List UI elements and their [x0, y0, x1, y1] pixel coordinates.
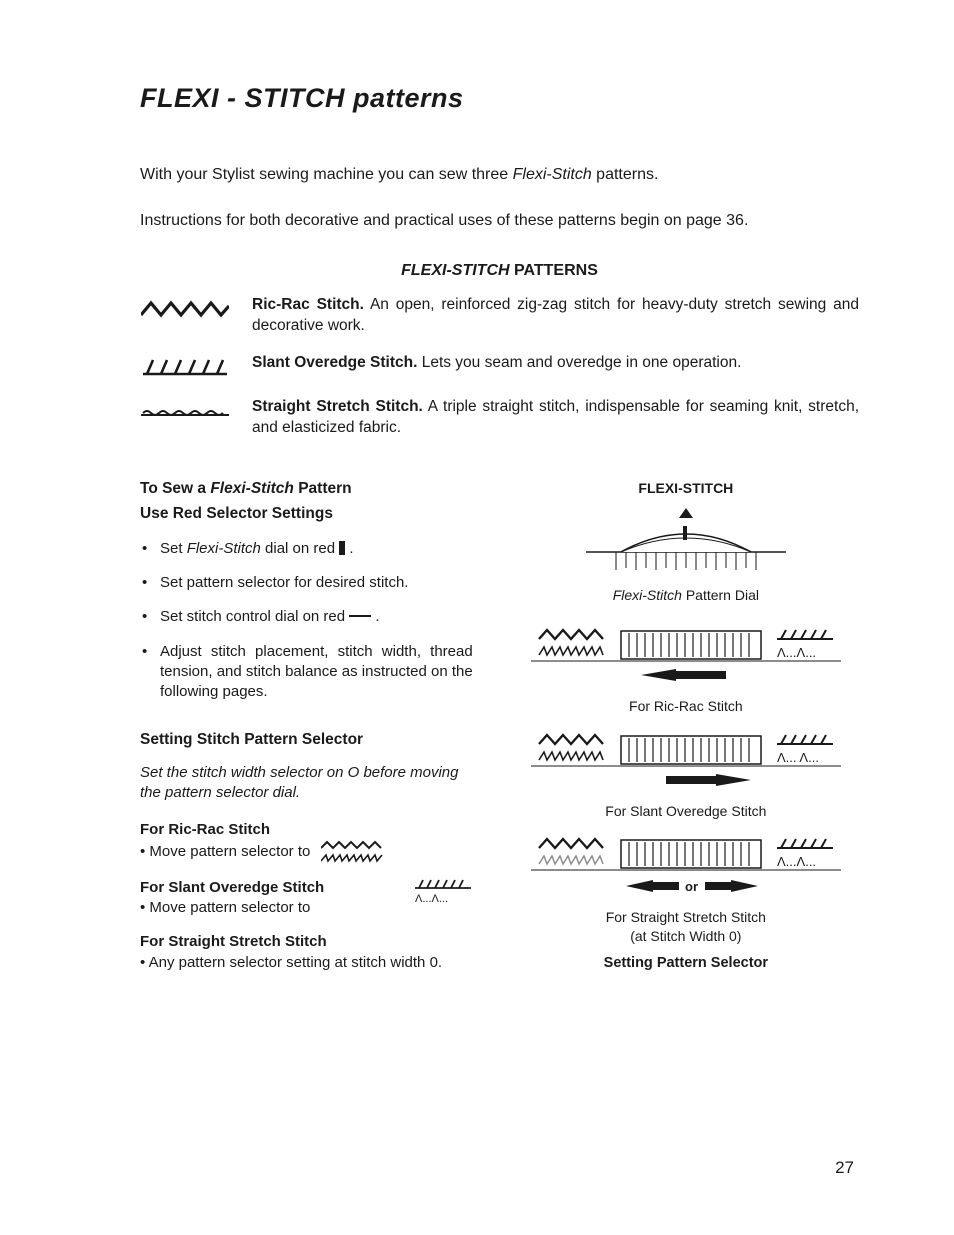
intro-p2: Instructions for both decorative and pra…: [140, 210, 859, 232]
ricrac-body: • Move pattern selector to: [140, 840, 473, 864]
b3-a: Set stitch control dial on red: [160, 608, 349, 625]
ricrac-block: For Ric-Rac Stitch • Move pattern select…: [140, 820, 473, 864]
pattern-row-ricrac: Ric-Rac Stitch. An open, reinforced zig-…: [140, 295, 859, 337]
pattern-desc-ricrac: Ric-Rac Stitch. An open, reinforced zig-…: [252, 295, 859, 337]
page-title: FLEXI - STITCH patterns: [140, 80, 859, 116]
setting-note: Set the stitch width selector on O befor…: [140, 763, 473, 804]
straight-block: For Straight Stretch Stitch • Any patter…: [140, 932, 473, 973]
svg-text:Λ...Λ...: Λ...Λ...: [777, 854, 816, 869]
ricrac-pair-icon: [321, 840, 383, 864]
svg-text:Λ...Λ...: Λ...Λ...: [777, 645, 816, 660]
ricrac-body-text: Move pattern selector to: [149, 843, 310, 860]
slant-block: For Slant Overedge Stitch • Move pattern…: [140, 878, 473, 919]
flexi-dial-figure: [576, 504, 796, 578]
intro-p1: With your Stylist sewing machine you can…: [140, 164, 859, 186]
b1-a: Set: [160, 540, 187, 557]
sew-h1-a: To Sew a: [140, 480, 210, 497]
ricrac-title: For Ric-Rac Stitch: [140, 820, 473, 840]
bullet-1: Set Flexi-Stitch dial on red .: [142, 539, 473, 559]
selector-ricrac: Λ...Λ... For Ric-Rac Stitch: [521, 627, 851, 716]
pattern-desc-straight: Straight Stretch Stitch. A triple straig…: [252, 397, 859, 439]
selector-slant: Λ... Λ... For Slant Overedge Stitch: [521, 732, 851, 821]
selector-caption-3a: For Straight Stretch Stitch: [521, 908, 851, 927]
straight-body-text: Any pattern selector setting at stitch w…: [149, 954, 442, 971]
sew-h1-em: Flexi-Stitch: [210, 480, 294, 497]
intro-p1-b: patterns.: [592, 166, 659, 183]
patterns-heading-rest: PATTERNS: [510, 262, 598, 279]
patterns-heading: FLEXI-STITCH PATTERNS: [140, 260, 859, 282]
bottom-caption: Setting Pattern Selector: [604, 954, 768, 974]
sew-heading-1: To Sew a Flexi-Stitch Pattern: [140, 479, 473, 500]
patterns-heading-em: FLEXI-STITCH: [401, 262, 509, 279]
bullet-2: Set pattern selector for desired stitch.: [142, 573, 473, 593]
flexi-dial-label: FLEXI-STITCH: [638, 479, 733, 498]
svg-text:Λ...Λ...: Λ...Λ...: [415, 893, 448, 904]
selector-caption-1: For Ric-Rac Stitch: [521, 697, 851, 716]
setting-heading: Setting Stitch Pattern Selector: [140, 730, 473, 751]
svg-text:or: or: [685, 879, 698, 894]
selector-caption-3b: (at Stitch Width 0): [521, 927, 851, 946]
pattern-text-1: Lets you seam and overedge in one operat…: [417, 354, 741, 371]
page-number: 27: [835, 1157, 854, 1180]
svg-text:Λ... Λ...: Λ... Λ...: [777, 750, 819, 765]
left-column: To Sew a Flexi-Stitch Pattern Use Red Se…: [140, 479, 473, 987]
b1-b: dial on red: [261, 540, 339, 557]
b3-b: .: [371, 608, 379, 625]
pattern-list: Ric-Rac Stitch. An open, reinforced zig-…: [140, 295, 859, 439]
instruction-bullets: Set Flexi-Stitch dial on red . Set patte…: [142, 539, 473, 703]
pattern-row-slant: Slant Overedge Stitch. Lets you seam and…: [140, 353, 859, 381]
slant-title: For Slant Overedge Stitch: [140, 878, 409, 898]
straight-body: • Any pattern selector setting at stitch…: [140, 953, 473, 973]
two-column-layout: To Sew a Flexi-Stitch Pattern Use Red Se…: [140, 479, 859, 987]
pattern-name-0: Ric-Rac Stitch.: [252, 296, 364, 313]
intro-block: With your Stylist sewing machine you can…: [140, 164, 859, 231]
dial-caption-rest: Pattern Dial: [682, 587, 759, 603]
selector-caption-2: For Slant Overedge Stitch: [521, 802, 851, 821]
right-column: FLEXI-STITCH Flexi-Stitch Pattern Dial: [513, 479, 859, 987]
pattern-name-2: Straight Stretch Stitch.: [252, 398, 423, 415]
pattern-desc-slant: Slant Overedge Stitch. Lets you seam and…: [252, 353, 859, 374]
slant-overedge-icon: [140, 353, 230, 381]
b1-c: .: [345, 540, 353, 557]
slant-body-text: Move pattern selector to: [149, 899, 310, 916]
slant-body: • Move pattern selector to: [140, 898, 409, 918]
pattern-row-straight: Straight Stretch Stitch. A triple straig…: [140, 397, 859, 439]
ricrac-icon: [140, 295, 230, 323]
bullet-3: Set stitch control dial on red .: [142, 607, 473, 627]
b1-em: Flexi-Stitch: [187, 540, 261, 557]
dial-caption: Flexi-Stitch Pattern Dial: [613, 586, 759, 605]
sew-h1-b: Pattern: [294, 480, 352, 497]
pattern-name-1: Slant Overedge Stitch.: [252, 354, 417, 371]
slant-pair-icon: Λ...Λ...: [415, 878, 473, 904]
bullet-4: Adjust stitch placement, stitch width, t…: [142, 642, 473, 703]
red-dash-icon: [349, 615, 371, 617]
intro-p1-a: With your Stylist sewing machine you can…: [140, 166, 513, 183]
selector-straight: Λ...Λ... or For Straight Stretch Stitch …: [521, 836, 851, 946]
dial-caption-em: Flexi-Stitch: [613, 587, 682, 603]
intro-p1-em: Flexi-Stitch: [513, 166, 592, 183]
straight-stretch-icon: [140, 397, 230, 425]
straight-title: For Straight Stretch Stitch: [140, 932, 473, 952]
sew-heading-2: Use Red Selector Settings: [140, 504, 473, 525]
